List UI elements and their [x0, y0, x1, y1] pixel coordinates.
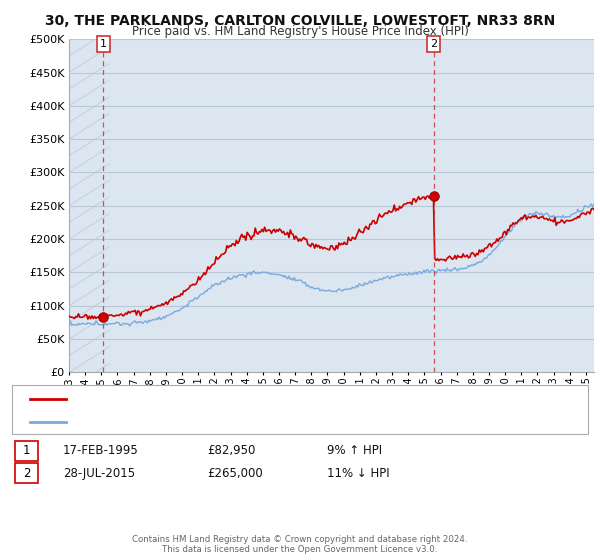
Text: 2: 2 — [430, 39, 437, 49]
Text: 9% ↑ HPI: 9% ↑ HPI — [327, 444, 382, 458]
Text: £82,950: £82,950 — [207, 444, 256, 458]
Text: Price paid vs. HM Land Registry's House Price Index (HPI): Price paid vs. HM Land Registry's House … — [131, 25, 469, 38]
Text: 30, THE PARKLANDS, CARLTON COLVILLE, LOWESTOFT, NR33 8RN: 30, THE PARKLANDS, CARLTON COLVILLE, LOW… — [45, 14, 555, 28]
Text: 2: 2 — [23, 466, 30, 480]
Text: HPI: Average price, detached house, East Suffolk: HPI: Average price, detached house, East… — [72, 417, 327, 427]
Text: 1: 1 — [100, 39, 107, 49]
Text: 28-JUL-2015: 28-JUL-2015 — [63, 466, 135, 480]
Text: 30, THE PARKLANDS, CARLTON COLVILLE, LOWESTOFT, NR33 8RN (detached house): 30, THE PARKLANDS, CARLTON COLVILLE, LOW… — [72, 394, 509, 404]
Text: £265,000: £265,000 — [207, 466, 263, 480]
Text: 17-FEB-1995: 17-FEB-1995 — [63, 444, 139, 458]
Text: 1: 1 — [23, 444, 30, 458]
Text: Contains HM Land Registry data © Crown copyright and database right 2024.
This d: Contains HM Land Registry data © Crown c… — [132, 535, 468, 554]
Text: 11% ↓ HPI: 11% ↓ HPI — [327, 466, 389, 480]
